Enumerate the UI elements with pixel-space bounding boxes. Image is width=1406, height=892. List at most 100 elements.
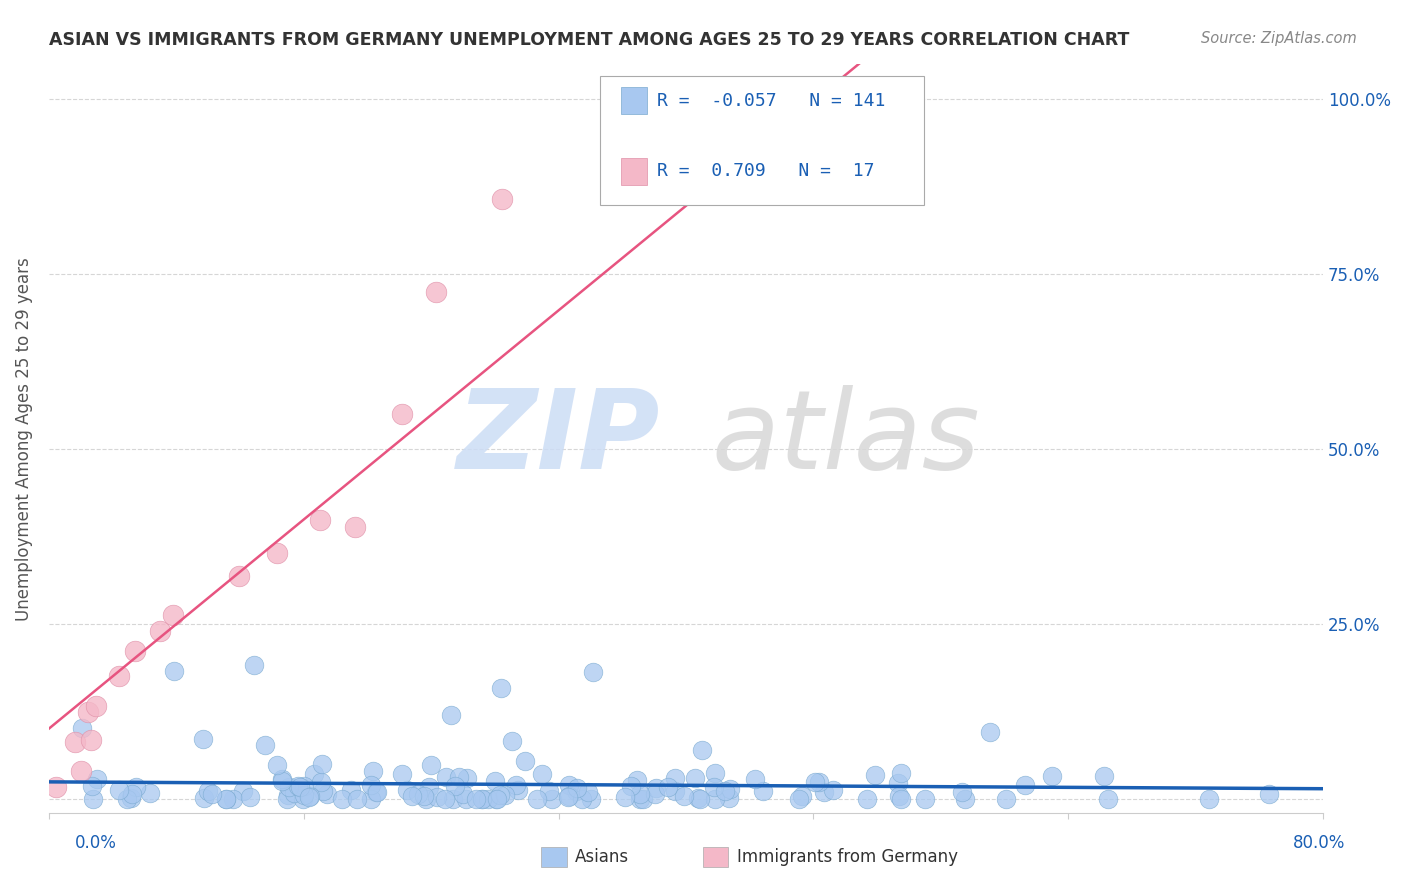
Point: [644, 787, 666, 801]
Point: [115, 792, 138, 806]
Point: [792, 789, 814, 803]
Point: [297, 790, 319, 805]
Text: atlas: atlas: [711, 385, 980, 492]
Point: [491, 192, 513, 206]
Point: [391, 767, 413, 781]
Point: [557, 790, 579, 805]
Text: Source: ZipAtlas.com: Source: ZipAtlas.com: [1201, 31, 1357, 46]
Point: [366, 785, 388, 799]
Point: [391, 407, 413, 421]
Point: [309, 775, 332, 789]
Point: [456, 771, 478, 785]
Point: [270, 772, 292, 787]
Point: [292, 779, 315, 793]
Point: [440, 707, 463, 722]
Point: [703, 780, 725, 795]
Point: [232, 783, 254, 797]
Point: [451, 787, 474, 801]
Point: [657, 780, 679, 795]
Point: [82, 792, 104, 806]
Point: [631, 792, 654, 806]
Point: [531, 767, 554, 781]
Point: [685, 771, 707, 785]
Point: [292, 788, 315, 802]
Point: [148, 624, 170, 638]
Point: [277, 788, 299, 802]
Point: [197, 784, 219, 798]
Point: [283, 786, 305, 800]
Point: [360, 792, 382, 806]
Point: [664, 771, 686, 785]
Point: [508, 783, 530, 797]
Point: [254, 738, 277, 752]
Point: [1198, 792, 1220, 806]
Point: [744, 772, 766, 786]
Point: [125, 780, 148, 795]
Point: [703, 792, 725, 806]
Point: [644, 781, 666, 796]
Point: [364, 785, 387, 799]
Point: [360, 778, 382, 792]
Point: [63, 735, 86, 749]
Point: [813, 785, 835, 799]
Point: [449, 770, 471, 784]
Point: [454, 792, 477, 806]
Point: [576, 785, 599, 799]
Point: [418, 780, 440, 795]
Point: [501, 733, 523, 747]
Point: [86, 772, 108, 787]
Text: Immigrants from Germany: Immigrants from Germany: [737, 848, 957, 866]
Point: [434, 770, 457, 784]
Point: [162, 607, 184, 622]
Point: [425, 789, 447, 804]
Point: [953, 792, 976, 806]
Point: [807, 775, 830, 789]
Point: [690, 743, 713, 757]
Point: [752, 784, 775, 798]
Text: ZIP: ZIP: [457, 385, 661, 492]
Point: [315, 787, 337, 801]
Point: [82, 779, 104, 793]
Point: [477, 792, 499, 806]
Point: [558, 789, 581, 803]
Point: [1257, 787, 1279, 801]
Point: [718, 782, 741, 797]
Point: [330, 792, 353, 806]
Point: [163, 665, 186, 679]
Point: [471, 792, 494, 806]
Point: [489, 681, 512, 695]
Point: [228, 569, 250, 583]
Point: [688, 791, 710, 805]
Point: [346, 792, 368, 806]
Point: [887, 789, 910, 803]
Point: [689, 792, 711, 806]
Point: [312, 784, 335, 798]
Point: [823, 782, 845, 797]
Point: [124, 643, 146, 657]
Point: [626, 773, 648, 788]
Point: [787, 792, 810, 806]
Point: [484, 773, 506, 788]
Point: [309, 513, 332, 527]
Point: [582, 665, 605, 679]
Point: [541, 792, 564, 806]
Point: [215, 791, 238, 805]
Point: [276, 792, 298, 806]
Point: [1014, 778, 1036, 792]
Point: [107, 669, 129, 683]
Point: [419, 758, 441, 772]
Point: [620, 779, 643, 793]
Point: [995, 792, 1018, 806]
Point: [215, 792, 238, 806]
Point: [887, 776, 910, 790]
Point: [950, 785, 973, 799]
Point: [628, 792, 651, 806]
Point: [266, 546, 288, 560]
Point: [298, 789, 321, 803]
Point: [45, 780, 67, 794]
Text: ASIAN VS IMMIGRANTS FROM GERMANY UNEMPLOYMENT AMONG AGES 25 TO 29 YEARS CORRELAT: ASIAN VS IMMIGRANTS FROM GERMANY UNEMPLO…: [49, 31, 1129, 49]
Point: [340, 782, 363, 797]
Point: [485, 792, 508, 806]
Point: [193, 791, 215, 805]
Point: [979, 725, 1001, 739]
